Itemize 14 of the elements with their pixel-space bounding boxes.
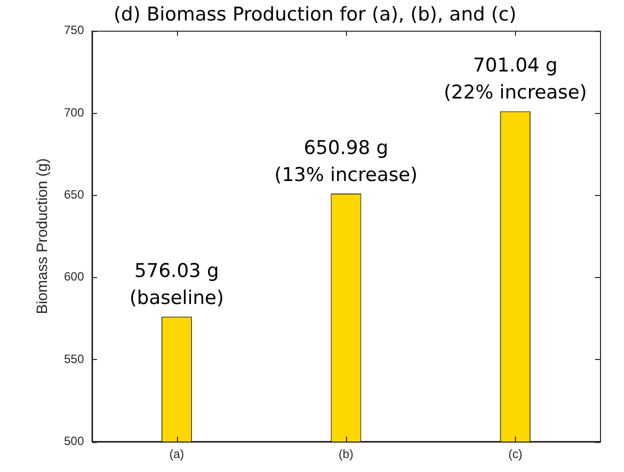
y-axis-title: Biomass Production (g) [34,158,52,314]
chart-title: (d) Biomass Production for (a), (b), and (c) [114,3,516,26]
y-tick-label: 550 [64,352,84,366]
data-label: 576.03 g (baseline) [129,260,224,310]
y-tick-label: 500 [64,434,84,448]
data-label: 650.98 g (13% increase) [274,136,418,186]
data-label: 701.04 g (22% increase) [444,54,587,104]
x-tick-label: (a) [169,447,184,462]
y-tick-label: 750 [64,23,84,38]
y-tick-label: 650 [64,187,84,202]
y-tick-label: 600 [64,270,84,284]
y-tick-label: 700 [64,105,84,120]
x-tick-label: (c) [508,447,522,462]
x-tick-label: (b) [338,447,354,462]
